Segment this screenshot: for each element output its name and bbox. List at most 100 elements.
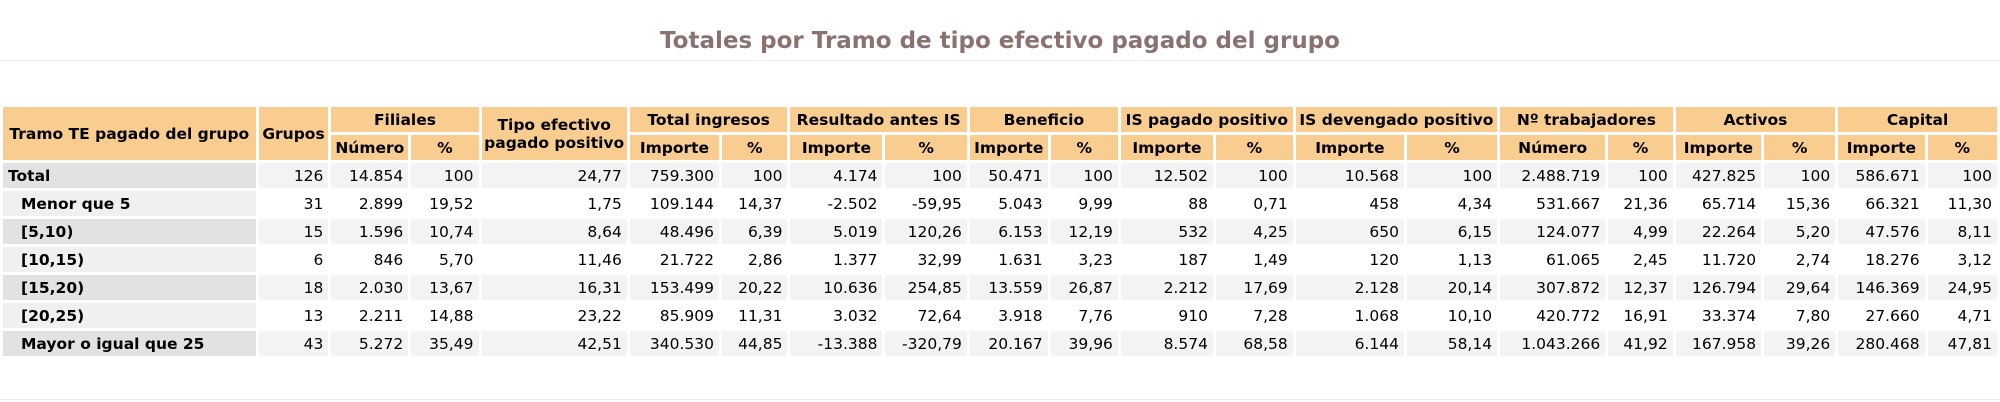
group-header: IS devengado positivo (1295, 107, 1498, 132)
cell: 2.030 (331, 275, 409, 300)
cell: 12.502 (1120, 163, 1213, 188)
cell: 1,75 (587, 194, 622, 213)
cell: 10.568 (1295, 163, 1404, 188)
row-label: Total (3, 163, 256, 188)
cell: 88 (1188, 194, 1208, 213)
cell: 420.772 (1536, 306, 1601, 325)
divider (0, 399, 2000, 400)
cell: 846 (373, 250, 404, 269)
cell: 1.043.266 (1500, 331, 1606, 356)
cell: 85.909 (659, 306, 715, 325)
table-row: [10,15) 6 846 5,70 11,46 21.722 2,86 1.377 32,99… (3, 247, 1997, 272)
cell: 100 (411, 163, 479, 188)
cell: 1,49 (1253, 250, 1288, 269)
row-label: Mayor o igual que 25 (3, 331, 256, 356)
group-header: Capital (1838, 107, 1997, 132)
cell: 8.574 (1120, 331, 1213, 356)
sub-header: Importe (1295, 135, 1404, 160)
cell: 5.019 (790, 219, 883, 244)
cell: -13.388 (790, 331, 883, 356)
cell: -2.502 (827, 194, 878, 213)
cell: 5,70 (439, 250, 474, 269)
cell: 17,69 (1215, 275, 1293, 300)
cell: 13,67 (411, 275, 479, 300)
table-row: Menor que 5 31 2.899 19,52 1,75 109.144 14,37 -… (3, 191, 1997, 216)
title: Totales por Tramo de tipo efectivo pagad… (660, 28, 1340, 54)
sub-header: Importe (969, 135, 1048, 160)
cell: 23,22 (577, 306, 622, 325)
cell: 531.667 (1536, 194, 1601, 213)
cell: 32,99 (917, 250, 962, 269)
cell: 21,36 (1623, 194, 1668, 213)
cell: 33.374 (1701, 306, 1757, 325)
cell: 9,99 (1078, 194, 1113, 213)
cell: 50.471 (969, 163, 1048, 188)
cell: 68,58 (1215, 331, 1293, 356)
sub-header: % (1608, 135, 1673, 160)
divider (0, 60, 2000, 61)
table-row: [5,10) 15 1.596 10,74 8,64 48.496 6,39 5.019 120… (3, 219, 1997, 244)
cell: 340.530 (629, 331, 720, 356)
cell: 41,92 (1608, 331, 1673, 356)
sub-header: Número (1500, 135, 1606, 160)
cell: 15 (258, 219, 329, 244)
cell: 24,77 (481, 163, 627, 188)
table-row: [15,20) 18 2.030 13,67 16,31 153.499 20,22 10.6… (3, 275, 1997, 300)
header-cell: Grupos (258, 107, 329, 160)
cell: 6.144 (1295, 331, 1404, 356)
cell: 280.468 (1838, 331, 1925, 356)
group-header: Resultado antes IS (790, 107, 967, 132)
cell: 58,14 (1406, 331, 1498, 356)
cell: 19,52 (429, 194, 474, 213)
cell: 6 (313, 250, 324, 269)
cell: 7,76 (1078, 306, 1113, 325)
cell: 100 (1215, 163, 1293, 188)
cell: 66.321 (1865, 194, 1920, 213)
cell: 910 (1178, 306, 1208, 325)
cell: 11,46 (577, 250, 622, 269)
cell: 187 (1178, 250, 1208, 269)
cell: 100 (1406, 163, 1498, 188)
cell: 3,12 (1957, 250, 1992, 269)
table-row: [20,25) 13 2.211 14,88 23,22 85.909 11,31 3.032… (3, 303, 1997, 328)
cell: 2.899 (358, 194, 404, 213)
cell: -320,79 (885, 331, 967, 356)
sub-header: % (1215, 135, 1293, 160)
group-header: Beneficio (969, 107, 1118, 132)
header-row: Número% Importe% Importe% Importe% Importe% I… (3, 135, 1997, 160)
sub-header: % (885, 135, 967, 160)
cell: 20,14 (1406, 275, 1498, 300)
cell: 5,20 (1764, 219, 1836, 244)
sub-header: Importe (1675, 135, 1762, 160)
cell: 3,23 (1078, 250, 1113, 269)
row-label: [5,10) (3, 219, 256, 244)
cell: 65.714 (1701, 194, 1757, 213)
group-header: Total ingresos (629, 107, 788, 132)
cell: 458 (1369, 194, 1399, 213)
cell: 22.264 (1675, 219, 1762, 244)
cell: 2.211 (358, 306, 404, 325)
sub-header: Importe (629, 135, 720, 160)
cell: 42,51 (481, 331, 627, 356)
cell: 153.499 (629, 275, 720, 300)
cell: 72,64 (917, 306, 962, 325)
cell: 39,26 (1764, 331, 1836, 356)
cell: 100 (1608, 163, 1673, 188)
cell: 759.300 (629, 163, 720, 188)
cell: 4.174 (790, 163, 883, 188)
cell: 1.068 (1354, 306, 1399, 325)
cell: 532 (1120, 219, 1213, 244)
row-label: [15,20) (3, 275, 256, 300)
cell: 16,91 (1623, 306, 1668, 325)
cell: 254,85 (885, 275, 967, 300)
cell: 7,28 (1253, 306, 1288, 325)
cell: 100 (1927, 163, 1997, 188)
cell: 2.488.719 (1500, 163, 1606, 188)
cell: 126.794 (1675, 275, 1762, 300)
cell: 12,37 (1608, 275, 1673, 300)
cell: 650 (1295, 219, 1404, 244)
cell: 24,95 (1927, 275, 1997, 300)
cell: 14,37 (738, 194, 783, 213)
table-row: Mayor o igual que 25 43 5.272 35,49 42,51 340… (3, 331, 1997, 356)
